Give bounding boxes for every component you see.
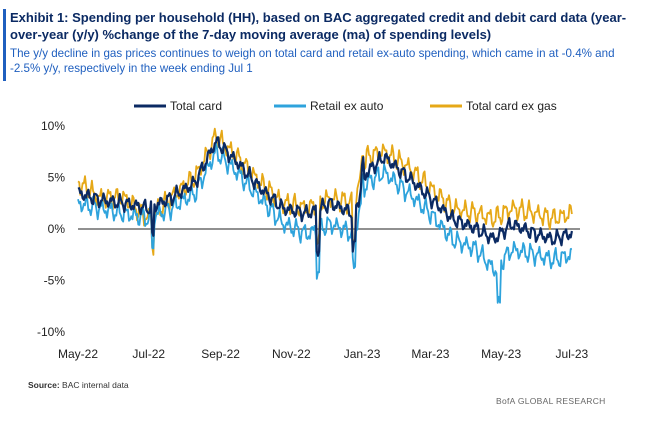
y-tick-label: 0% xyxy=(48,222,66,236)
chart-subtitle: The y/y decline in gas prices continues … xyxy=(10,47,615,75)
x-tick-label: May-22 xyxy=(58,347,98,361)
series-line-retail-ex-auto xyxy=(77,141,573,304)
x-tick-label: Jan-23 xyxy=(344,347,381,361)
series-line-total-card xyxy=(77,136,573,257)
y-tick-label: 5% xyxy=(48,171,66,185)
chart-title: Exhibit 1: Spending per household (HH), … xyxy=(10,10,627,42)
y-tick-label: 10% xyxy=(41,119,65,133)
brand-label: BofA GLOBAL RESEARCH xyxy=(496,396,606,406)
x-tick-label: Nov-22 xyxy=(272,347,311,361)
x-tick-label: Sep-22 xyxy=(201,347,240,361)
title-accent-bar xyxy=(3,9,6,81)
y-tick-label: -10% xyxy=(37,325,65,339)
legend-label-total-card-ex-gas: Total card ex gas xyxy=(466,99,557,113)
legend-label-retail-ex-auto: Retail ex auto xyxy=(310,99,384,113)
legend-label-total-card: Total card xyxy=(170,99,222,113)
source-note: Source: BAC internal data xyxy=(28,380,129,390)
series-line-total-card-ex-gas xyxy=(77,127,573,256)
source-label: Source: xyxy=(28,380,60,390)
x-tick-label: May-23 xyxy=(481,347,521,361)
x-tick-label: Mar-23 xyxy=(411,347,449,361)
x-tick-label: Jul-22 xyxy=(132,347,165,361)
x-tick-label: Jul-23 xyxy=(556,347,589,361)
y-tick-label: -5% xyxy=(44,274,66,288)
source-text: BAC internal data xyxy=(62,380,129,390)
